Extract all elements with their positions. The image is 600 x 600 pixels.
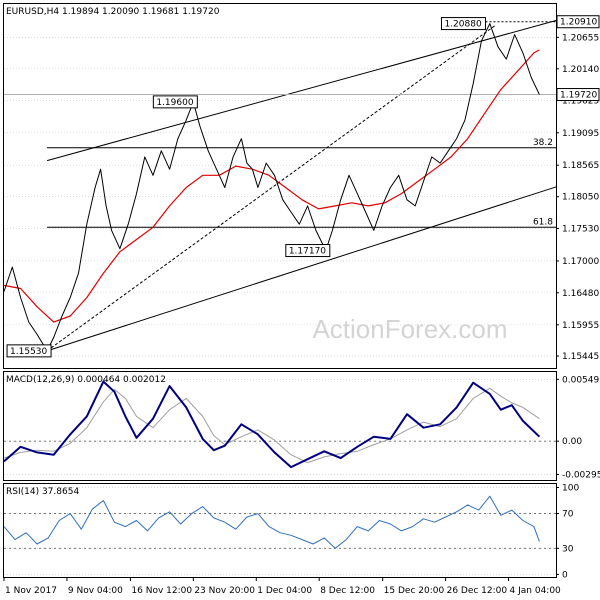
- current-price-box: [556, 88, 600, 102]
- price-y-tick-label: 1.17530: [562, 225, 599, 235]
- price-y-tick-label: 1.19625: [562, 96, 599, 106]
- rsi-panel: RSI(14) 37.8654 100 70 30 0 1 Nov 2017 9 Nov…: [3, 483, 579, 596]
- annotation-box: [440, 17, 486, 31]
- x-tick-label: 1 Dec 04:00: [257, 586, 312, 596]
- price-y-tick-label: 1.20140: [562, 65, 599, 75]
- watermark: ActionForex.com: [312, 314, 507, 344]
- price-y-tick-label: 1.15445: [562, 352, 599, 362]
- price-lines: [4, 20, 557, 352]
- macd-y-tick-label: 0.005497: [562, 375, 600, 385]
- macd-series: [3, 380, 541, 469]
- macd-y-axis: 0.005497 0.00 -0.002955: [556, 375, 600, 480]
- annotation-label: 1.19600: [156, 98, 193, 108]
- rsi-panel-frame: [3, 483, 557, 578]
- annotation-label: 1.17170: [289, 247, 326, 257]
- annotation-box: [6, 344, 52, 358]
- macd-panel: MACD(12,26,9) 0.000464 0.002012 0.005497…: [3, 371, 600, 481]
- x-tick-label: 23 Nov 20:00: [194, 586, 255, 596]
- time-x-axis: 1 Nov 2017 9 Nov 04:00 16 Nov 12:00 23 Nov …: [3, 577, 562, 596]
- rsi-y-tick-label: 30: [562, 544, 574, 554]
- x-tick-label: 15 Dec 20:00: [384, 586, 445, 596]
- channel-upper-line: [46, 20, 557, 162]
- macd-gridlines: [4, 379, 556, 475]
- macd-y-tick-label: -0.002955: [562, 470, 600, 480]
- price-y-tick-label: 1.19095: [562, 129, 599, 139]
- price-line: [3, 23, 540, 352]
- fib-label: 38.2: [533, 138, 553, 148]
- price-y-tick-label: 1.16480: [562, 289, 599, 299]
- x-tick-label: 4 Jan 04:00: [510, 586, 562, 596]
- rsi-line: [3, 495, 540, 549]
- fib-label: 61.8: [533, 217, 553, 227]
- price-y-tick-label: 1.17000: [562, 257, 599, 267]
- rsi-series: [3, 495, 540, 549]
- macd-main-line: [3, 380, 541, 469]
- price-annotations: 1.19600 1.20880 1.17170 1.15530: [6, 17, 486, 358]
- price-y-tick-label: 1.15955: [562, 321, 599, 331]
- high-level-box: [556, 15, 600, 29]
- price-gridlines: [4, 37, 556, 357]
- price-panel: ActionForex.com 38.261.8 1.196001.208801…: [3, 3, 600, 369]
- macd-y-tick-label: 0.00: [562, 437, 582, 447]
- price-y-tick-label: 1.18565: [562, 161, 599, 171]
- rsi-y-tick-label: 100: [562, 483, 579, 493]
- x-tick-label: 9 Nov 04:00: [68, 586, 123, 596]
- fib-levels: 38.2 61.8: [47, 138, 556, 228]
- macd-title: MACD(12,26,9) 0.000464 0.002012: [6, 375, 166, 385]
- x-tick-label: 8 Dec 12:00: [320, 586, 375, 596]
- price-y-tick-label: 1.20655: [562, 33, 599, 43]
- current-price-label: 1.19720: [560, 91, 597, 101]
- macd-signal-line: [3, 387, 540, 464]
- price-title: EURUSD,H4 1.19894 1.20090 1.19681 1.1972…: [6, 7, 220, 17]
- moving-average-line: [3, 49, 540, 323]
- rsi-y-tick-label: 0: [562, 570, 568, 580]
- high-level-label: 1.20910: [560, 18, 597, 28]
- rsi-title: RSI(14) 37.8654: [6, 487, 79, 497]
- dashed-trend-line: [46, 25, 496, 352]
- price-y-axis: 1.20655 1.20140 1.19625 1.19095 1.18565 1.180…: [556, 15, 600, 362]
- annotation-label: 1.20880: [444, 20, 481, 30]
- price-series: [3, 23, 540, 352]
- x-tick-label: 1 Nov 2017: [5, 586, 57, 596]
- channel-lower-line: [46, 186, 557, 352]
- annotation-box: [285, 244, 331, 258]
- rsi-y-axis: 100 70 30 0: [556, 483, 579, 580]
- price-y-tick-label: 1.18050: [562, 193, 599, 203]
- rsi-gridlines: [4, 487, 556, 575]
- rsi-y-tick-label: 70: [562, 510, 574, 520]
- x-tick-label: 16 Nov 12:00: [131, 586, 192, 596]
- x-tick-label: 26 Dec 12:00: [447, 586, 508, 596]
- macd-panel-frame: [3, 371, 557, 481]
- annotation-box: [152, 95, 198, 109]
- annotation-label: 1.15530: [10, 347, 47, 357]
